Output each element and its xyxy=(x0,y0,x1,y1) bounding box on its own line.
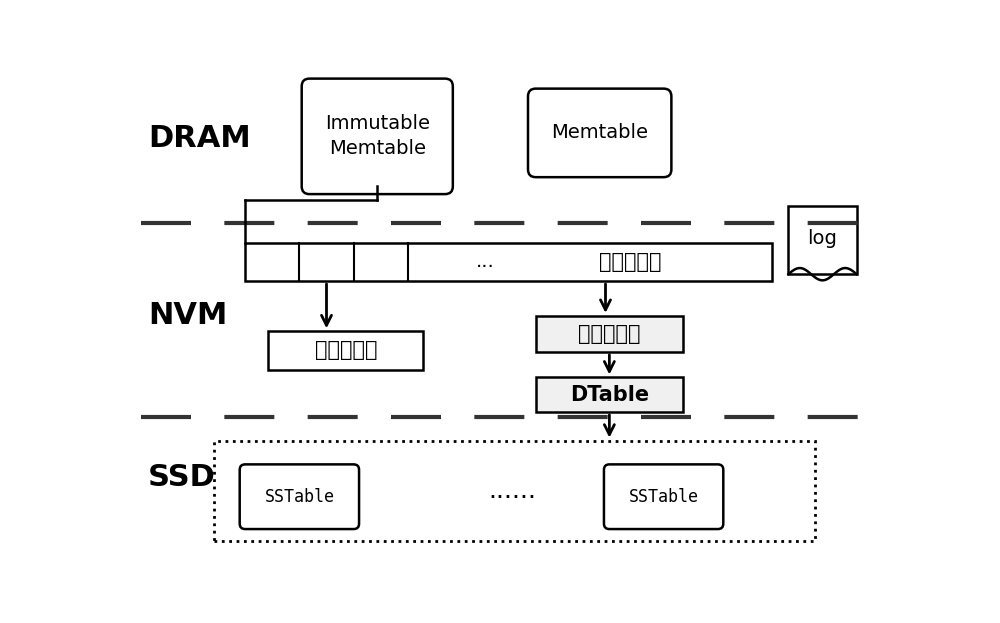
Bar xyxy=(536,378,683,412)
Text: ......: ...... xyxy=(488,478,536,503)
Text: NVM: NVM xyxy=(148,302,228,330)
Bar xyxy=(788,206,857,274)
Text: log: log xyxy=(808,229,837,249)
Text: SSTable: SSTable xyxy=(629,488,699,506)
Text: ...: ... xyxy=(476,252,495,272)
FancyBboxPatch shape xyxy=(604,464,723,529)
Bar xyxy=(536,316,683,352)
Text: 元数据索引: 元数据索引 xyxy=(315,340,377,361)
Text: SSD: SSD xyxy=(148,463,216,492)
Text: Immutable
Memtable: Immutable Memtable xyxy=(325,115,430,158)
FancyBboxPatch shape xyxy=(528,88,671,177)
Bar xyxy=(268,331,423,369)
Text: DTable: DTable xyxy=(570,384,649,405)
Text: 文件哈希表: 文件哈希表 xyxy=(578,324,641,344)
FancyBboxPatch shape xyxy=(302,78,453,194)
Text: SSTable: SSTable xyxy=(264,488,334,506)
Bar xyxy=(245,242,772,281)
Text: 目录哈希表: 目录哈希表 xyxy=(599,252,661,272)
FancyBboxPatch shape xyxy=(240,464,359,529)
Text: Memtable: Memtable xyxy=(551,123,648,143)
Bar xyxy=(214,440,815,541)
Text: DRAM: DRAM xyxy=(148,124,251,153)
